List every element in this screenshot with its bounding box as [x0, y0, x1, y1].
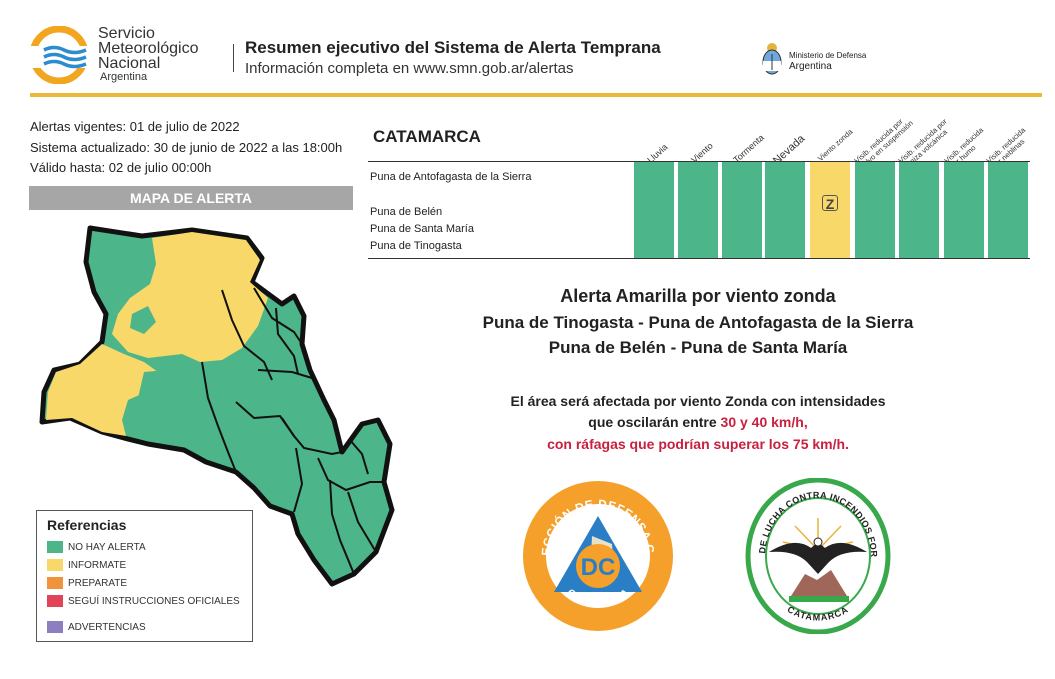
- cell-tormenta: [722, 162, 762, 258]
- legend-item: ADVERTENCIAS: [47, 621, 146, 635]
- cell-ceniza: [899, 162, 939, 258]
- system-updated: Sistema actualizado: 30 de junio de 2022…: [30, 140, 343, 155]
- zone-row: Puna de Antofagasta de la Sierra: [370, 171, 532, 183]
- cell-viento-zonda: Z: [810, 162, 850, 258]
- alert-areas-line2: Puna de Belén - Puna de Santa María: [548, 338, 848, 357]
- province-title: CATAMARCA: [373, 127, 481, 146]
- cell-neblinas: [988, 162, 1028, 258]
- map-title: MAPA DE ALERTA: [29, 186, 353, 210]
- brigada-incendios-logo: BRIGADA DE LUCHA CONTRA INCENDIOS FOREST…: [745, 478, 891, 634]
- alert-description-line1: El área será afectada por viento Zonda c…: [510, 393, 886, 409]
- coat-of-arms-icon: [762, 43, 782, 75]
- legend-swatch: [47, 621, 63, 634]
- page-subtitle: Información completa en www.smn.gob.ar/a…: [245, 60, 574, 77]
- legend-box: Referencias NO HAY ALERTA INFORMATE PREP…: [36, 510, 253, 642]
- puna-yellow-area-south: [46, 344, 158, 436]
- green-island: [138, 370, 180, 426]
- legend-title: Referencias: [47, 517, 127, 533]
- page-title: Resumen ejecutivo del Sistema de Alerta …: [245, 38, 661, 57]
- legend-item: PREPARATE: [47, 577, 127, 591]
- table-top-rule: [368, 161, 1030, 162]
- cell-humo: [944, 162, 984, 258]
- puna-yellow-area: [112, 232, 268, 362]
- zonda-icon: Z: [822, 195, 838, 212]
- ministry-label: Ministerio de Defensa Argentina: [789, 51, 867, 72]
- zone-row: Puna de Santa María: [370, 223, 474, 235]
- smn-wordmark: Servicio Meteorológico Nacional Argentin…: [98, 25, 199, 84]
- smn-logo-icon: [30, 26, 92, 84]
- cell-nevada: [765, 162, 805, 258]
- dc-initials: DC: [581, 554, 616, 581]
- legend-item: INFORMATE: [47, 559, 126, 573]
- green-island: [130, 306, 156, 334]
- legend-swatch: [47, 577, 63, 590]
- legend-swatch: [47, 541, 63, 554]
- legend-swatch: [47, 559, 63, 572]
- alert-description-line2: que oscilarán entre 30 y 40 km/h,: [588, 414, 808, 430]
- legend-item: NO HAY ALERTA: [47, 541, 146, 555]
- zone-row: Puna de Tinogasta: [370, 240, 462, 252]
- legend-item: SEGUÍ INSTRUCCIONES OFICIALES: [47, 595, 240, 609]
- alert-description-line3: con ráfagas que podrían superar los 75 k…: [547, 436, 849, 452]
- cell-viento: [678, 162, 718, 258]
- alerts-valid-date: Alertas vigentes: 01 de julio de 2022: [30, 119, 240, 134]
- cell-lluvia: [634, 162, 674, 258]
- table-bottom-rule: [368, 258, 1030, 259]
- condor-icon: [769, 542, 867, 574]
- alert-title: Alerta Amarilla por viento zonda: [560, 286, 836, 306]
- col-header-viento-zonda: Viento zonda: [815, 127, 855, 163]
- catamarca-alert-map: [39, 225, 395, 587]
- header-divider: [233, 44, 234, 72]
- cell-polvo: [855, 162, 895, 258]
- valid-until: Válido hasta: 02 de julio 00:00h: [30, 160, 212, 175]
- mountain-icon: [791, 570, 847, 596]
- defensa-civil-logo: DIRECCIÓN DE DEFENSA CIVIL DC CATAMARCA: [520, 478, 673, 631]
- legend-swatch: [47, 595, 63, 608]
- zone-row: Puna de Belén: [370, 206, 443, 218]
- alert-areas-line1: Puna de Tinogasta - Puna de Antofagasta …: [482, 313, 914, 332]
- header-rule: [30, 93, 1042, 97]
